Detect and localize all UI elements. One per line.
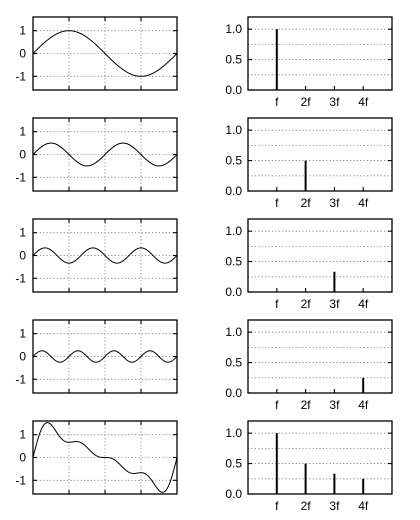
y-tick-label-10-2: 0.0 (225, 487, 242, 501)
x-tick-label-2-1: 2f (301, 95, 312, 109)
series-line-5 (32, 247, 178, 264)
series-line-7 (32, 350, 178, 363)
y-tick-label-1-1: 0 (19, 47, 26, 61)
y-tick-label-3-2: -1 (15, 170, 26, 184)
x-tick-label-10-2: 3f (329, 499, 340, 513)
plot-frame-5 (32, 218, 178, 293)
x-tick-label-6-1: 2f (301, 297, 312, 311)
y-tick-label-8-0: 1.0 (225, 325, 242, 339)
x-tick-label-8-1: 2f (301, 398, 312, 412)
plot-frame-9 (32, 420, 178, 495)
y-tick-label-2-2: 0.0 (225, 83, 242, 97)
x-tick-label-10-3: 4f (358, 499, 369, 513)
y-tick-label-10-1: 0.5 (225, 457, 242, 471)
chart-panel-5: 1 0 -1 (15, 218, 178, 293)
series-line-9 (32, 422, 178, 493)
y-tick-label-5-0: 1 (19, 226, 26, 240)
chart-panel-1: 1 0 -1 (15, 16, 178, 91)
x-tick-label-8-3: 4f (358, 398, 369, 412)
y-tick-label-2-1: 0.5 (225, 53, 242, 67)
x-tick-label-8-0: f (275, 398, 279, 412)
x-tick-label-2-2: 3f (329, 95, 340, 109)
plot-frame-3 (32, 117, 178, 192)
y-tick-label-8-2: 0.0 (225, 386, 242, 400)
y-tick-label-3-1: 0 (19, 148, 26, 162)
x-tick-label-4-0: f (275, 196, 279, 210)
y-tick-label-9-0: 1 (19, 428, 26, 442)
plot-frame-1 (32, 16, 178, 91)
x-tick-label-10-1: 2f (301, 499, 312, 513)
y-tick-label-1-2: -1 (15, 69, 26, 83)
y-tick-label-4-0: 1.0 (225, 123, 242, 137)
x-tick-label-6-0: f (275, 297, 279, 311)
y-tick-label-5-1: 0 (19, 249, 26, 263)
chart-panel-6: 1.0 0.5 0.0 f 2f 3f 4f (225, 218, 393, 311)
plot-frame-2 (247, 16, 393, 91)
x-tick-label-6-2: 3f (329, 297, 340, 311)
y-tick-label-5-2: -1 (15, 271, 26, 285)
y-tick-label-2-0: 1.0 (225, 22, 242, 36)
plot-frame-7 (32, 319, 178, 394)
series-line-3 (32, 142, 178, 167)
chart-panel-8: 1.0 0.5 0.0 f 2f 3f 4f (225, 319, 393, 412)
x-tick-label-4-1: 2f (301, 196, 312, 210)
chart-panel-4: 1.0 0.5 0.0 f 2f 3f 4f (225, 117, 393, 210)
x-tick-label-6-3: 4f (358, 297, 369, 311)
y-tick-label-7-2: -1 (15, 372, 26, 386)
y-tick-label-7-0: 1 (19, 327, 26, 341)
y-tick-label-1-0: 1 (19, 24, 26, 38)
y-tick-label-4-1: 0.5 (225, 154, 242, 168)
x-tick-label-4-3: 4f (358, 196, 369, 210)
plot-frame-4 (247, 117, 393, 192)
y-tick-label-6-1: 0.5 (225, 255, 242, 269)
plot-frame-6 (247, 218, 393, 293)
chart-panel-9: 1 0 -1 (15, 420, 178, 495)
y-tick-label-4-2: 0.0 (225, 184, 242, 198)
y-tick-label-8-1: 0.5 (225, 356, 242, 370)
y-tick-label-10-0: 1.0 (225, 426, 242, 440)
x-tick-label-2-0: f (275, 95, 279, 109)
plot-frame-8 (247, 319, 393, 394)
x-tick-label-2-3: 4f (358, 95, 369, 109)
x-tick-label-10-0: f (275, 499, 279, 513)
y-tick-label-3-0: 1 (19, 125, 26, 139)
y-tick-label-7-1: 0 (19, 350, 26, 364)
x-tick-label-8-2: 3f (329, 398, 340, 412)
x-tick-label-4-2: 3f (329, 196, 340, 210)
y-tick-label-9-2: -1 (15, 473, 26, 487)
plot-frame-10 (247, 420, 393, 495)
y-tick-label-9-1: 0 (19, 451, 26, 465)
chart-panel-3: 1 0 -1 (15, 117, 178, 192)
y-tick-label-6-0: 1.0 (225, 224, 242, 238)
y-tick-label-6-2: 0.0 (225, 285, 242, 299)
chart-panel-7: 1 0 -1 (15, 319, 178, 394)
chart-panel-10: 1.0 0.5 0.0 f 2f 3f 4f (225, 420, 393, 513)
series-line-1 (32, 30, 178, 77)
chart-panel-2: 1.0 0.5 0.0 f 2f 3f 4f (225, 16, 393, 109)
